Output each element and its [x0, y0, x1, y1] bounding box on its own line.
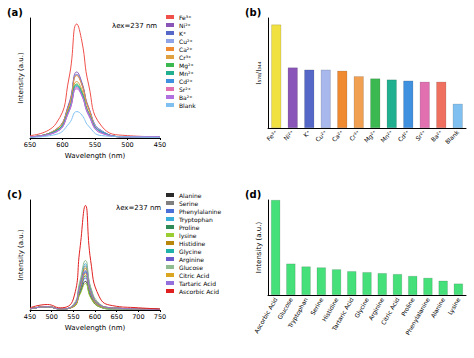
svg-text:450: 450 — [154, 141, 166, 149]
svg-text:550: 550 — [67, 313, 79, 321]
svg-text:Cr³⁺: Cr³⁺ — [348, 129, 362, 143]
svg-text:Intensity (a.u.): Intensity (a.u.) — [17, 52, 25, 104]
svg-text:Tartaric Acid: Tartaric Acid — [330, 296, 355, 332]
svg-text:λex=237 nm: λex=237 nm — [116, 204, 161, 212]
svg-text:Sr²⁺: Sr²⁺ — [179, 86, 191, 93]
svg-text:lysine: lysine — [179, 232, 197, 240]
svg-text:Ascorbic Acid: Ascorbic Acid — [253, 296, 279, 334]
svg-text:K⁺: K⁺ — [302, 129, 312, 139]
svg-text:Cd²⁺: Cd²⁺ — [396, 129, 411, 144]
svg-text:Blank: Blank — [179, 102, 196, 109]
svg-text:Glucose: Glucose — [179, 264, 203, 271]
svg-text:Phenylalanine: Phenylalanine — [179, 208, 221, 216]
svg-text:Mn²⁺: Mn²⁺ — [379, 129, 394, 144]
svg-text:Proline: Proline — [179, 224, 200, 231]
svg-text:K⁺: K⁺ — [179, 30, 186, 37]
svg-text:Glycine: Glycine — [352, 296, 370, 319]
svg-text:Alanine: Alanine — [179, 192, 202, 199]
svg-text:Ca²⁺: Ca²⁺ — [330, 129, 344, 143]
svg-text:(d): (d) — [245, 189, 261, 200]
svg-text:700: 700 — [132, 313, 144, 321]
svg-text:Ascorbic Acid: Ascorbic Acid — [179, 288, 219, 295]
svg-text:500: 500 — [45, 313, 57, 321]
svg-text:650: 650 — [110, 313, 122, 321]
svg-text:Wavelength (nm): Wavelength (nm) — [65, 324, 126, 332]
svg-text:(b): (b) — [245, 7, 261, 18]
svg-text:Lysine: Lysine — [446, 296, 462, 316]
svg-text:Cu²⁺: Cu²⁺ — [314, 129, 329, 144]
svg-text:I₅₇₈/I₃₄₄: I₅₇₈/I₃₄₄ — [255, 61, 263, 85]
svg-text:Ni²⁺: Ni²⁺ — [282, 129, 295, 142]
svg-text:550: 550 — [89, 141, 101, 149]
svg-text:Mg²⁺: Mg²⁺ — [362, 129, 378, 145]
svg-text:Sr²⁺: Sr²⁺ — [414, 129, 427, 142]
svg-text:Histidine: Histidine — [179, 240, 206, 247]
svg-text:Mn²⁺: Mn²⁺ — [179, 70, 194, 77]
svg-text:λex=237 nm: λex=237 nm — [112, 22, 157, 30]
svg-text:Tryptophan: Tryptophan — [178, 216, 213, 224]
svg-text:Cr³⁺: Cr³⁺ — [179, 54, 191, 61]
svg-text:Arginine: Arginine — [179, 256, 204, 264]
svg-text:Glucose: Glucose — [275, 296, 294, 321]
svg-text:Arginine: Arginine — [366, 296, 386, 322]
svg-text:Ca²⁺: Ca²⁺ — [179, 46, 192, 53]
svg-text:Glycine: Glycine — [179, 248, 202, 256]
svg-text:Intensity (a.u.): Intensity (a.u.) — [17, 229, 25, 281]
svg-text:Cu²⁺: Cu²⁺ — [179, 38, 193, 45]
svg-text:Serine: Serine — [309, 296, 325, 316]
svg-text:Blank: Blank — [443, 128, 460, 145]
svg-text:Proline: Proline — [399, 296, 416, 318]
svg-text:Fe³⁺: Fe³⁺ — [265, 129, 279, 143]
svg-text:Ba²⁺: Ba²⁺ — [179, 94, 192, 101]
svg-text:750: 750 — [154, 313, 166, 321]
svg-text:Intensity (a.u.): Intensity (a.u.) — [255, 222, 263, 274]
svg-text:Citric Acid: Citric Acid — [379, 296, 400, 326]
svg-text:Tartaric Acid: Tartaric Acid — [178, 280, 216, 287]
svg-text:Mg²⁺: Mg²⁺ — [179, 62, 194, 70]
svg-text:Histidine: Histidine — [320, 296, 340, 323]
svg-text:450: 450 — [24, 313, 36, 321]
svg-text:(c): (c) — [7, 189, 22, 200]
svg-text:Fe³⁺: Fe³⁺ — [179, 14, 191, 21]
svg-text:Cd²⁺: Cd²⁺ — [179, 78, 193, 85]
svg-text:Citric Acid: Citric Acid — [179, 272, 210, 279]
svg-text:Tryptophan: Tryptophan — [286, 296, 310, 330]
svg-text:Alanine: Alanine — [429, 296, 446, 319]
svg-text:Phenylalanine: Phenylalanine — [404, 296, 432, 337]
svg-text:Ba²⁺: Ba²⁺ — [429, 129, 443, 143]
svg-text:600: 600 — [89, 313, 101, 321]
svg-text:Ni²⁺: Ni²⁺ — [179, 22, 191, 29]
svg-text:600: 600 — [56, 141, 68, 149]
svg-text:650: 650 — [24, 141, 36, 149]
svg-text:Serine: Serine — [179, 200, 198, 207]
svg-text:(a): (a) — [7, 7, 23, 18]
svg-text:500: 500 — [121, 141, 133, 149]
svg-text:Wavelength (nm): Wavelength (nm) — [65, 152, 126, 160]
